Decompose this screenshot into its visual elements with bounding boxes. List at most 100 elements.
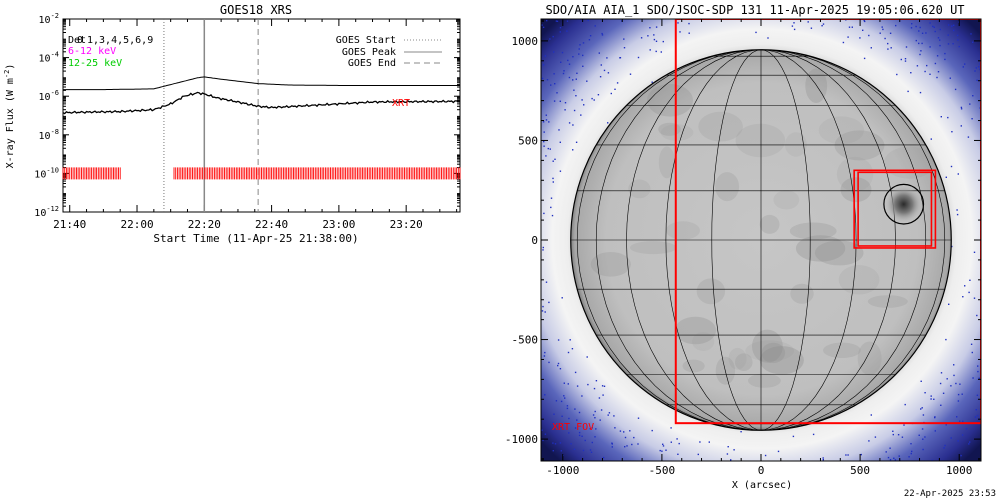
noise-dot bbox=[545, 119, 548, 121]
noise-dot bbox=[576, 72, 578, 74]
noise-dot bbox=[582, 449, 585, 452]
noise-dot bbox=[568, 122, 571, 124]
noise-dot bbox=[576, 385, 579, 387]
legend-band-12-25: 12-25 keV bbox=[68, 58, 122, 69]
noise-dot bbox=[918, 434, 920, 436]
noise-dot bbox=[956, 213, 959, 216]
noise-dot bbox=[953, 24, 955, 26]
noise-dot bbox=[619, 57, 621, 59]
noise-dot bbox=[560, 450, 562, 452]
noise-dot bbox=[676, 438, 678, 440]
aia-x-axis: -1000 -500 0 500 1000 bbox=[542, 19, 980, 477]
noise-dot bbox=[908, 456, 910, 458]
coronal-feature bbox=[715, 172, 740, 202]
noise-dot bbox=[616, 82, 619, 84]
coronal-feature bbox=[698, 111, 743, 142]
y-tick-label: 10-4 bbox=[39, 51, 59, 65]
noise-dot bbox=[955, 382, 957, 385]
noise-dot bbox=[575, 78, 577, 80]
coronal-feature bbox=[628, 179, 651, 199]
noise-dot bbox=[976, 414, 979, 417]
noise-dot bbox=[957, 393, 960, 396]
noise-dot bbox=[549, 148, 551, 150]
noise-dot bbox=[939, 44, 941, 47]
coronal-feature bbox=[834, 130, 885, 161]
coronal-feature bbox=[838, 265, 880, 295]
noise-dot bbox=[559, 141, 561, 143]
noise-dot bbox=[911, 450, 913, 453]
noise-dot bbox=[572, 79, 574, 81]
noise-dot bbox=[920, 380, 922, 382]
noise-dot bbox=[893, 457, 895, 459]
coronal-feature bbox=[728, 347, 747, 370]
noise-dot bbox=[614, 427, 616, 429]
noise-dot bbox=[598, 52, 600, 54]
noise-dot bbox=[542, 305, 544, 308]
coronal-feature bbox=[773, 190, 800, 210]
noise-dot bbox=[934, 30, 936, 33]
noise-dot bbox=[655, 26, 658, 28]
noise-dot bbox=[651, 429, 653, 432]
noise-dot bbox=[679, 31, 681, 33]
noise-dot bbox=[602, 456, 605, 459]
x-tick-label: 23:00 bbox=[322, 218, 355, 231]
noise-dot bbox=[960, 108, 963, 110]
noise-dot bbox=[566, 20, 569, 22]
noise-dot bbox=[953, 364, 955, 366]
noise-dot bbox=[578, 434, 581, 437]
noise-dot bbox=[544, 55, 547, 57]
noise-dot bbox=[924, 392, 926, 394]
longitude-line bbox=[595, 49, 762, 431]
noise-dot bbox=[587, 383, 589, 386]
legend-detectors: 1,3,4,5,6,9 bbox=[87, 35, 153, 46]
longitude-line bbox=[711, 49, 762, 431]
noise-dot bbox=[614, 88, 616, 90]
noise-dot bbox=[611, 443, 613, 445]
xrt-annotation: XRT bbox=[392, 98, 410, 109]
noise-dot bbox=[934, 416, 936, 419]
noise-dot bbox=[910, 452, 912, 455]
noise-dot bbox=[552, 160, 554, 162]
longitude-line bbox=[576, 49, 762, 431]
noise-dot bbox=[559, 170, 562, 172]
noise-dot bbox=[557, 364, 559, 367]
noise-dot bbox=[904, 60, 907, 62]
noise-dot bbox=[730, 459, 732, 461]
noise-dot bbox=[793, 22, 795, 24]
noise-dot bbox=[940, 372, 943, 374]
noise-dot bbox=[968, 291, 970, 294]
noise-dot bbox=[887, 48, 889, 50]
region-boxes bbox=[853, 169, 937, 249]
noise-dot bbox=[619, 430, 622, 432]
noise-dot bbox=[554, 83, 556, 85]
noise-dot bbox=[976, 394, 979, 396]
noise-dot bbox=[915, 39, 917, 42]
coronal-feature bbox=[745, 340, 794, 362]
noise-dot bbox=[945, 424, 947, 426]
noise-dot bbox=[607, 122, 609, 124]
noise-dot bbox=[594, 410, 596, 413]
noise-dot bbox=[589, 428, 591, 430]
noise-dot bbox=[962, 66, 964, 68]
noise-dot bbox=[822, 457, 824, 459]
noise-dot bbox=[629, 430, 631, 432]
noise-dot bbox=[910, 27, 913, 29]
noise-dot bbox=[556, 20, 559, 22]
goes-xrs-chart: GOES18 XRS 10-2 10-4 10-6 10-8 10-10 10-12 21… bbox=[3, 3, 461, 245]
noise-dot bbox=[561, 51, 564, 54]
noise-dot bbox=[947, 43, 950, 45]
noise-dot bbox=[578, 411, 581, 414]
noise-dot bbox=[611, 446, 613, 448]
noise-dot bbox=[542, 439, 544, 442]
noise-dot bbox=[939, 382, 942, 385]
noise-dot bbox=[979, 63, 981, 65]
noise-dot bbox=[860, 453, 862, 456]
noise-dot bbox=[548, 361, 550, 364]
y-tick-label: 500 bbox=[518, 134, 538, 147]
legend-band-6-12: 6-12 keV bbox=[68, 46, 116, 57]
noise-dot bbox=[649, 49, 651, 51]
aia-x-label: X (arcsec) bbox=[732, 480, 792, 491]
legend-overlap-b: 0 bbox=[77, 35, 83, 46]
noise-dot bbox=[755, 31, 757, 34]
noise-dot bbox=[727, 446, 729, 448]
